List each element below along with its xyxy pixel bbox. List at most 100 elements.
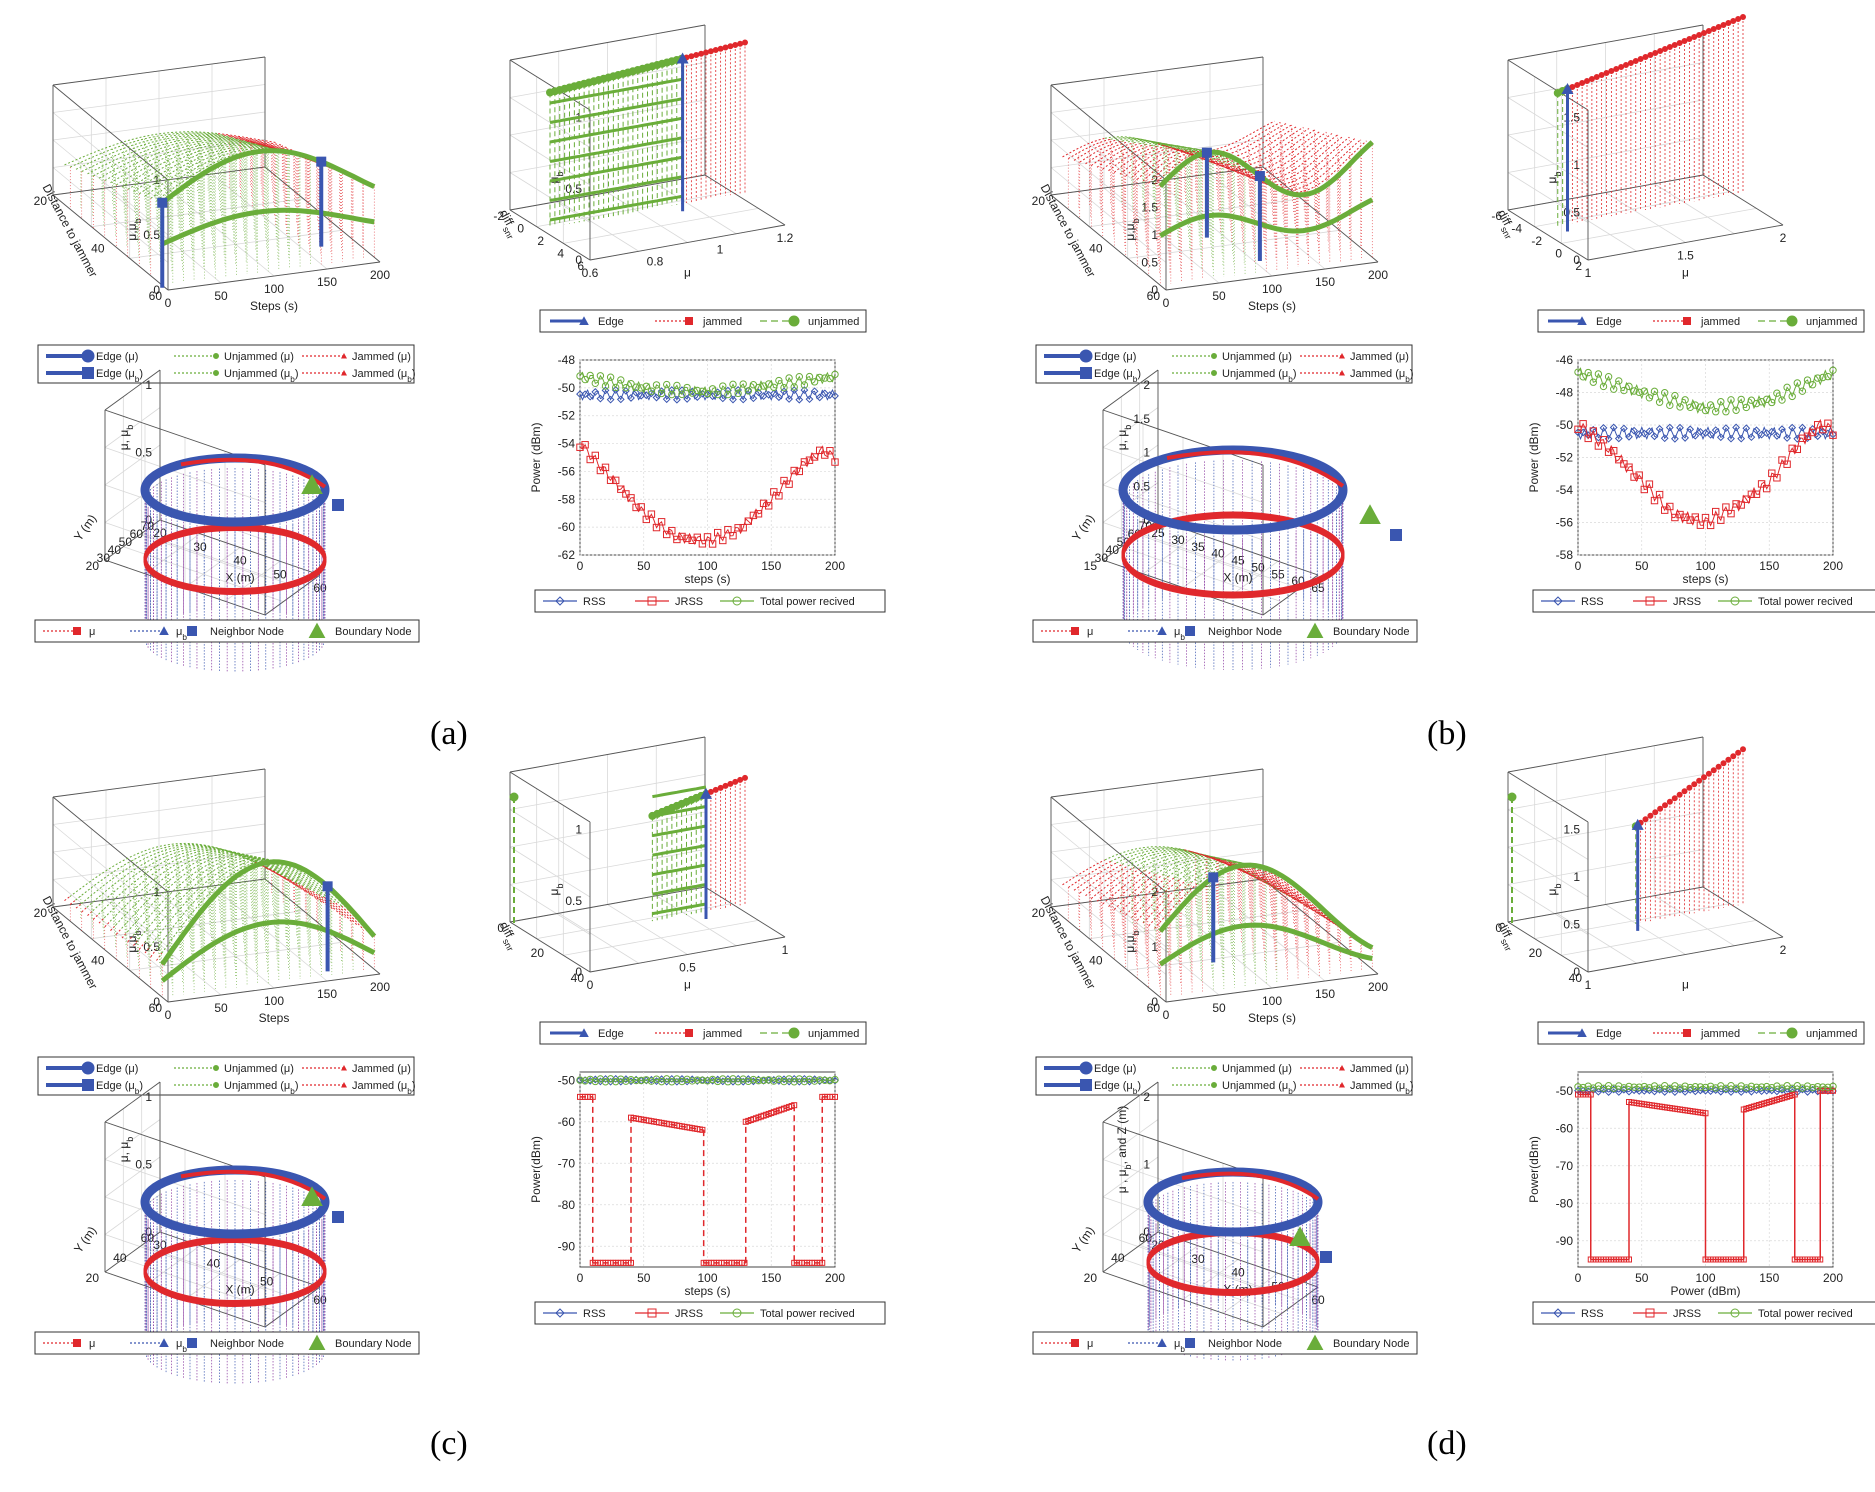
legend-marker — [1185, 626, 1195, 636]
axis-line — [52, 768, 266, 798]
unjammed-surface-line — [1162, 145, 1216, 162]
x-tick-label: 50 — [1212, 1001, 1226, 1015]
jammed-surface-line — [335, 902, 358, 926]
x-tick-label: 150 — [761, 1271, 781, 1285]
grid-line — [1605, 904, 1686, 955]
mu-b-ring — [1118, 445, 1348, 535]
legend-marker — [1553, 596, 1563, 606]
jammed-point — [1715, 763, 1722, 770]
series-marker — [611, 386, 620, 394]
jammed-point — [1710, 26, 1717, 32]
x-tick-label: 50 — [214, 1001, 228, 1015]
y-tick-label: -58 — [1556, 548, 1574, 562]
legend-marker — [341, 1065, 347, 1071]
unjammed-surface-line — [1191, 149, 1245, 170]
series-marker — [1655, 398, 1664, 406]
series-marker — [1640, 387, 1649, 395]
axis-line — [1050, 166, 1264, 196]
y-tick-label: 60 — [149, 1001, 163, 1015]
axis-line — [104, 369, 161, 411]
jrss-line — [630, 1116, 704, 1131]
series-marker — [1635, 388, 1643, 397]
jammed-surface-line — [1108, 871, 1152, 907]
series-marker — [1757, 480, 1766, 488]
x-tick-label: 0 — [577, 559, 584, 573]
jammed-point — [1662, 802, 1668, 809]
series-marker — [826, 447, 834, 455]
series-marker — [1610, 446, 1618, 455]
z-tick-label: 1.5 — [1141, 201, 1158, 215]
jammed-point — [1730, 18, 1737, 24]
jammed-point — [1618, 64, 1625, 70]
legend-label: Edge (μb) — [1094, 368, 1141, 384]
z-tick-label: 1 — [145, 378, 152, 392]
legend-marker — [1645, 1308, 1655, 1318]
series-marker — [683, 534, 691, 543]
mu-b-plot: 00.51μb0.60.811.2μ-20246diffsnrEdgejamme… — [493, 24, 867, 333]
legend-marker — [1683, 317, 1691, 325]
legend-label: Unjammed (μb) — [1222, 368, 1297, 384]
series-marker — [1671, 391, 1679, 400]
axis-line — [1050, 56, 1264, 86]
x-tick-label: 100 — [1262, 994, 1282, 1008]
series-marker — [1686, 1083, 1694, 1092]
series-marker — [1803, 1082, 1812, 1090]
jammed-point — [1671, 795, 1678, 802]
series-marker — [785, 395, 794, 403]
legend-label: Boundary Node — [1333, 1338, 1409, 1350]
legend-label: JRSS — [1673, 1308, 1701, 1320]
series-marker — [606, 373, 615, 381]
unjammed-band — [652, 863, 707, 877]
series-marker — [831, 370, 839, 379]
z-tick-label: 1 — [1573, 870, 1580, 884]
unjammed-band — [549, 77, 682, 105]
y-tick-label: -46 — [1556, 353, 1574, 367]
legend-marker — [308, 622, 326, 638]
series-marker — [749, 511, 758, 520]
jammed-surface-line — [312, 891, 335, 911]
jammed-surface-line — [1131, 877, 1175, 918]
x-axis-label: steps (s) — [684, 572, 730, 586]
series-marker — [1778, 1085, 1786, 1094]
axis-line — [1587, 936, 1784, 973]
y-tick-label: -2 — [1531, 234, 1542, 248]
z-tick-label: 0 — [1573, 253, 1580, 267]
jammed-point — [722, 782, 729, 789]
mu-b-ring — [1143, 1167, 1323, 1237]
jammed-point — [1642, 816, 1649, 823]
series-line — [1577, 367, 1834, 415]
boundary-node — [301, 1186, 323, 1206]
y-axis-label: Y (m) — [1069, 1224, 1097, 1256]
y-tick-label: 50 — [119, 535, 133, 549]
series-marker — [1803, 1088, 1812, 1096]
legend-marker — [308, 1334, 326, 1350]
x-tick-label: 150 — [1315, 275, 1335, 289]
jammed-surface-line — [115, 928, 122, 935]
legend-label: μb — [1174, 626, 1185, 642]
jammed-point — [742, 774, 748, 781]
y-tick-label: 40 — [113, 1251, 127, 1265]
axis-line — [589, 936, 786, 973]
x-tick-label: 150 — [317, 275, 337, 289]
series-marker — [1666, 502, 1674, 511]
jammed-point — [1647, 812, 1654, 819]
jammed-surface-line — [1154, 883, 1198, 929]
unjammed-surface-line — [81, 134, 236, 172]
grid-line — [1050, 112, 1167, 208]
series-marker — [1579, 373, 1587, 381]
legend-label: Edge (μ) — [96, 351, 138, 363]
legend-marker — [1079, 1061, 1093, 1075]
series-marker — [1788, 423, 1797, 432]
legend-marker — [1211, 1082, 1217, 1088]
series-marker — [663, 530, 671, 539]
jammed-surface-line — [246, 140, 306, 156]
x-axis-label: Steps (s) — [1248, 1011, 1296, 1025]
unjammed-point — [509, 792, 519, 802]
series-marker — [1625, 432, 1633, 441]
x-tick-label: 1.2 — [777, 231, 794, 245]
legend-marker — [1645, 596, 1655, 606]
axis-line — [1507, 736, 1704, 773]
legend-marker — [1553, 1308, 1563, 1318]
grid-line — [607, 192, 688, 243]
grid-line — [104, 407, 161, 448]
